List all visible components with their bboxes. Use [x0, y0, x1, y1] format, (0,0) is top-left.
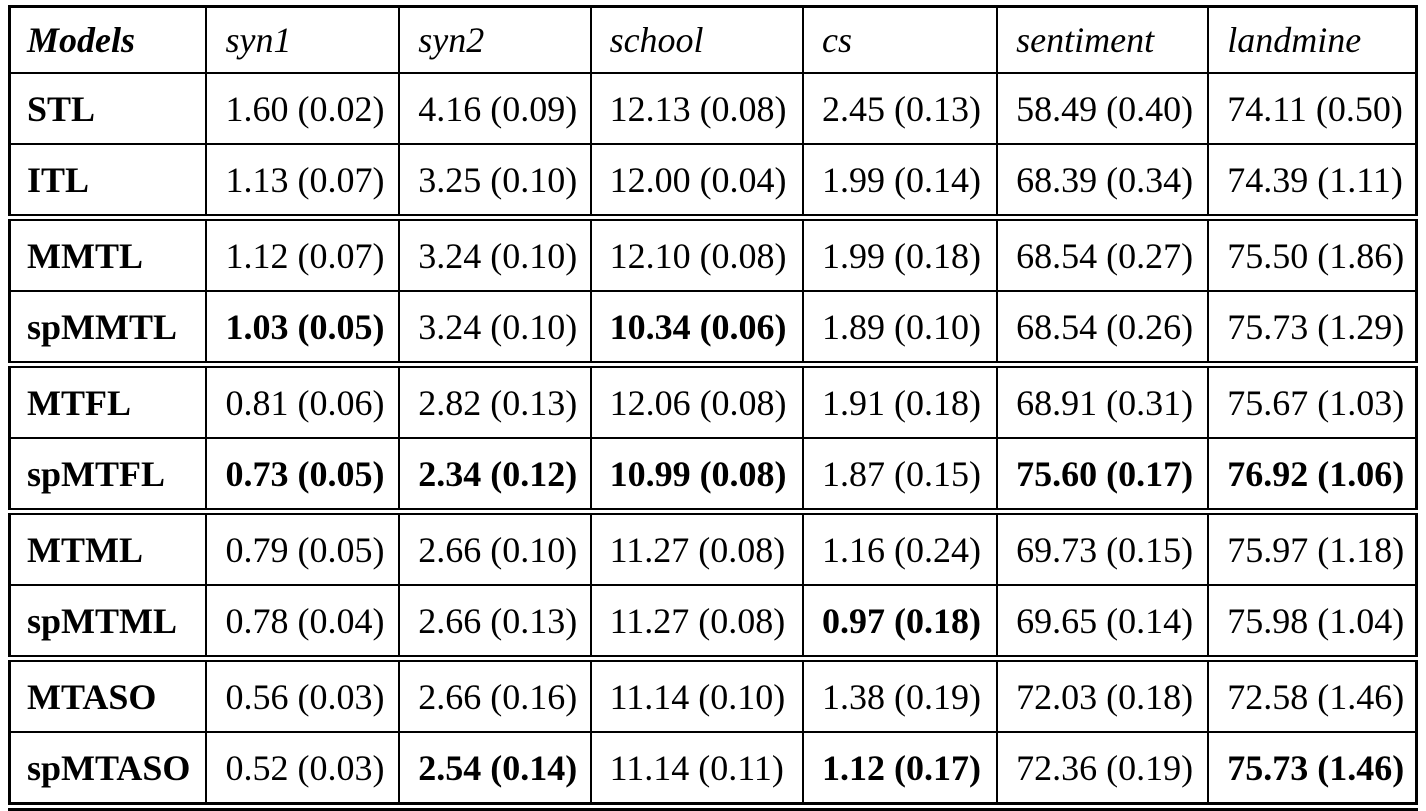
cell-landmine: 75.73 (1.46) — [1207, 731, 1418, 808]
cell-syn1: 0.81 (0.06) — [205, 361, 401, 439]
cell-cs: 1.91 (0.18) — [802, 361, 999, 439]
cell-syn1: 0.56 (0.03) — [205, 655, 401, 733]
cell-syn2: 2.82 (0.13) — [398, 361, 592, 439]
cell-sentiment: 68.54 (0.27) — [996, 214, 1210, 292]
header-cs: cs — [802, 5, 999, 74]
cell-school: 11.14 (0.11) — [589, 731, 805, 808]
model-name: spMTML — [8, 584, 208, 660]
header-school: school — [589, 5, 805, 74]
model-name: spMTFL — [8, 437, 208, 513]
cell-landmine: 72.58 (1.46) — [1207, 655, 1418, 733]
cell-landmine: 75.98 (1.04) — [1207, 584, 1418, 660]
model-name: MTFL — [8, 361, 208, 439]
cell-school: 10.34 (0.06) — [589, 290, 805, 366]
cell-syn2: 3.24 (0.10) — [398, 290, 592, 366]
header-models: Models — [8, 5, 208, 74]
table-body: STL 1.60 (0.02) 4.16 (0.09) 12.13 (0.08) 2.4… — [8, 72, 1418, 808]
model-name: STL — [8, 72, 208, 145]
table-row: spMTFL 0.73 (0.05) 2.34 (0.12) 10.99 (0.08)… — [8, 437, 1418, 513]
cell-syn2: 4.16 (0.09) — [398, 72, 592, 145]
cell-landmine: 75.97 (1.18) — [1207, 508, 1418, 586]
header-sentiment: sentiment — [996, 5, 1210, 74]
cell-syn1: 1.13 (0.07) — [205, 143, 401, 219]
cell-cs: 1.16 (0.24) — [802, 508, 999, 586]
model-name: MMTL — [8, 214, 208, 292]
cell-syn1: 1.12 (0.07) — [205, 214, 401, 292]
cell-school: 10.99 (0.08) — [589, 437, 805, 513]
header-landmine: landmine — [1207, 5, 1418, 74]
cell-school: 12.13 (0.08) — [589, 72, 805, 145]
header-row: Models syn1 syn2 school cs sentiment lan… — [8, 5, 1418, 74]
table-row: STL 1.60 (0.02) 4.16 (0.09) 12.13 (0.08) 2.4… — [8, 72, 1418, 145]
table-row: MTFL 0.81 (0.06) 2.82 (0.13) 12.06 (0.08) 1.… — [8, 361, 1418, 439]
cell-sentiment: 72.36 (0.19) — [996, 731, 1210, 808]
cell-school: 11.14 (0.10) — [589, 655, 805, 733]
table-row: spMMTL 1.03 (0.05) 3.24 (0.10) 10.34 (0.06)… — [8, 290, 1418, 366]
cell-school: 12.00 (0.04) — [589, 143, 805, 219]
table-row: MMTL 1.12 (0.07) 3.24 (0.10) 12.10 (0.08) 1.… — [8, 214, 1418, 292]
model-name: ITL — [8, 143, 208, 219]
cell-sentiment: 58.49 (0.40) — [996, 72, 1210, 145]
cell-sentiment: 69.65 (0.14) — [996, 584, 1210, 660]
header-syn2: syn2 — [398, 5, 592, 74]
cell-sentiment: 68.39 (0.34) — [996, 143, 1210, 219]
cell-sentiment: 68.91 (0.31) — [996, 361, 1210, 439]
cell-cs: 2.45 (0.13) — [802, 72, 999, 145]
cell-landmine: 74.39 (1.11) — [1207, 143, 1418, 219]
cell-sentiment: 72.03 (0.18) — [996, 655, 1210, 733]
cell-syn2: 2.66 (0.13) — [398, 584, 592, 660]
cell-school: 12.10 (0.08) — [589, 214, 805, 292]
results-table: Models syn1 syn2 school cs sentiment lan… — [8, 5, 1418, 811]
paper-table-page: Models syn1 syn2 school cs sentiment lan… — [8, 5, 1418, 811]
cell-school: 11.27 (0.08) — [589, 508, 805, 586]
model-name: MTASO — [8, 655, 208, 733]
cell-cs: 0.97 (0.18) — [802, 584, 999, 660]
cell-cs: 1.38 (0.19) — [802, 655, 999, 733]
cell-syn2: 2.34 (0.12) — [398, 437, 592, 513]
cell-syn2: 3.25 (0.10) — [398, 143, 592, 219]
cell-landmine: 75.67 (1.03) — [1207, 361, 1418, 439]
cell-syn2: 2.66 (0.10) — [398, 508, 592, 586]
cell-cs: 1.12 (0.17) — [802, 731, 999, 808]
cell-cs: 1.87 (0.15) — [802, 437, 999, 513]
cell-cs: 1.99 (0.18) — [802, 214, 999, 292]
cell-landmine: 75.50 (1.86) — [1207, 214, 1418, 292]
cell-cs: 1.99 (0.14) — [802, 143, 999, 219]
model-name: MTML — [8, 508, 208, 586]
table-row: spMTASO 0.52 (0.03) 2.54 (0.14) 11.14 (0.11… — [8, 731, 1418, 808]
table-row: ITL 1.13 (0.07) 3.25 (0.10) 12.00 (0.04) 1.9… — [8, 143, 1418, 219]
cell-syn1: 0.79 (0.05) — [205, 508, 401, 586]
cell-cs: 1.89 (0.10) — [802, 290, 999, 366]
cell-syn1: 1.60 (0.02) — [205, 72, 401, 145]
cell-landmine: 74.11 (0.50) — [1207, 72, 1418, 145]
model-name: spMMTL — [8, 290, 208, 366]
cell-landmine: 76.92 (1.06) — [1207, 437, 1418, 513]
cell-syn2: 2.54 (0.14) — [398, 731, 592, 808]
cell-syn2: 3.24 (0.10) — [398, 214, 592, 292]
model-name: spMTASO — [8, 731, 208, 808]
table-row: MTASO 0.56 (0.03) 2.66 (0.16) 11.14 (0.10) 1… — [8, 655, 1418, 733]
cell-syn2: 2.66 (0.16) — [398, 655, 592, 733]
cell-syn1: 1.03 (0.05) — [205, 290, 401, 366]
table-row: MTML 0.79 (0.05) 2.66 (0.10) 11.27 (0.08) 1.… — [8, 508, 1418, 586]
table-row: spMTML 0.78 (0.04) 2.66 (0.13) 11.27 (0.08)… — [8, 584, 1418, 660]
cell-landmine: 75.73 (1.29) — [1207, 290, 1418, 366]
cell-syn1: 0.52 (0.03) — [205, 731, 401, 808]
table-header: Models syn1 syn2 school cs sentiment lan… — [8, 5, 1418, 74]
cell-sentiment: 68.54 (0.26) — [996, 290, 1210, 366]
header-syn1: syn1 — [205, 5, 401, 74]
cell-school: 12.06 (0.08) — [589, 361, 805, 439]
cell-sentiment: 69.73 (0.15) — [996, 508, 1210, 586]
cell-syn1: 0.73 (0.05) — [205, 437, 401, 513]
cell-sentiment: 75.60 (0.17) — [996, 437, 1210, 513]
cell-syn1: 0.78 (0.04) — [205, 584, 401, 660]
cell-school: 11.27 (0.08) — [589, 584, 805, 660]
